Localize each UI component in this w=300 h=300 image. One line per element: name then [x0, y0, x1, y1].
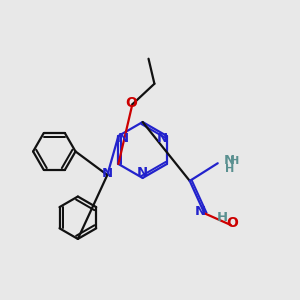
Text: N: N [194, 205, 206, 218]
Text: H: H [225, 164, 234, 174]
Text: O: O [226, 216, 238, 230]
Text: N: N [117, 132, 129, 145]
Text: N: N [224, 154, 235, 167]
Text: N: N [157, 132, 168, 145]
Text: N: N [137, 166, 148, 179]
Text: O: O [125, 97, 137, 110]
Text: N: N [102, 167, 113, 180]
Text: H: H [230, 156, 239, 166]
Text: H: H [217, 211, 228, 224]
